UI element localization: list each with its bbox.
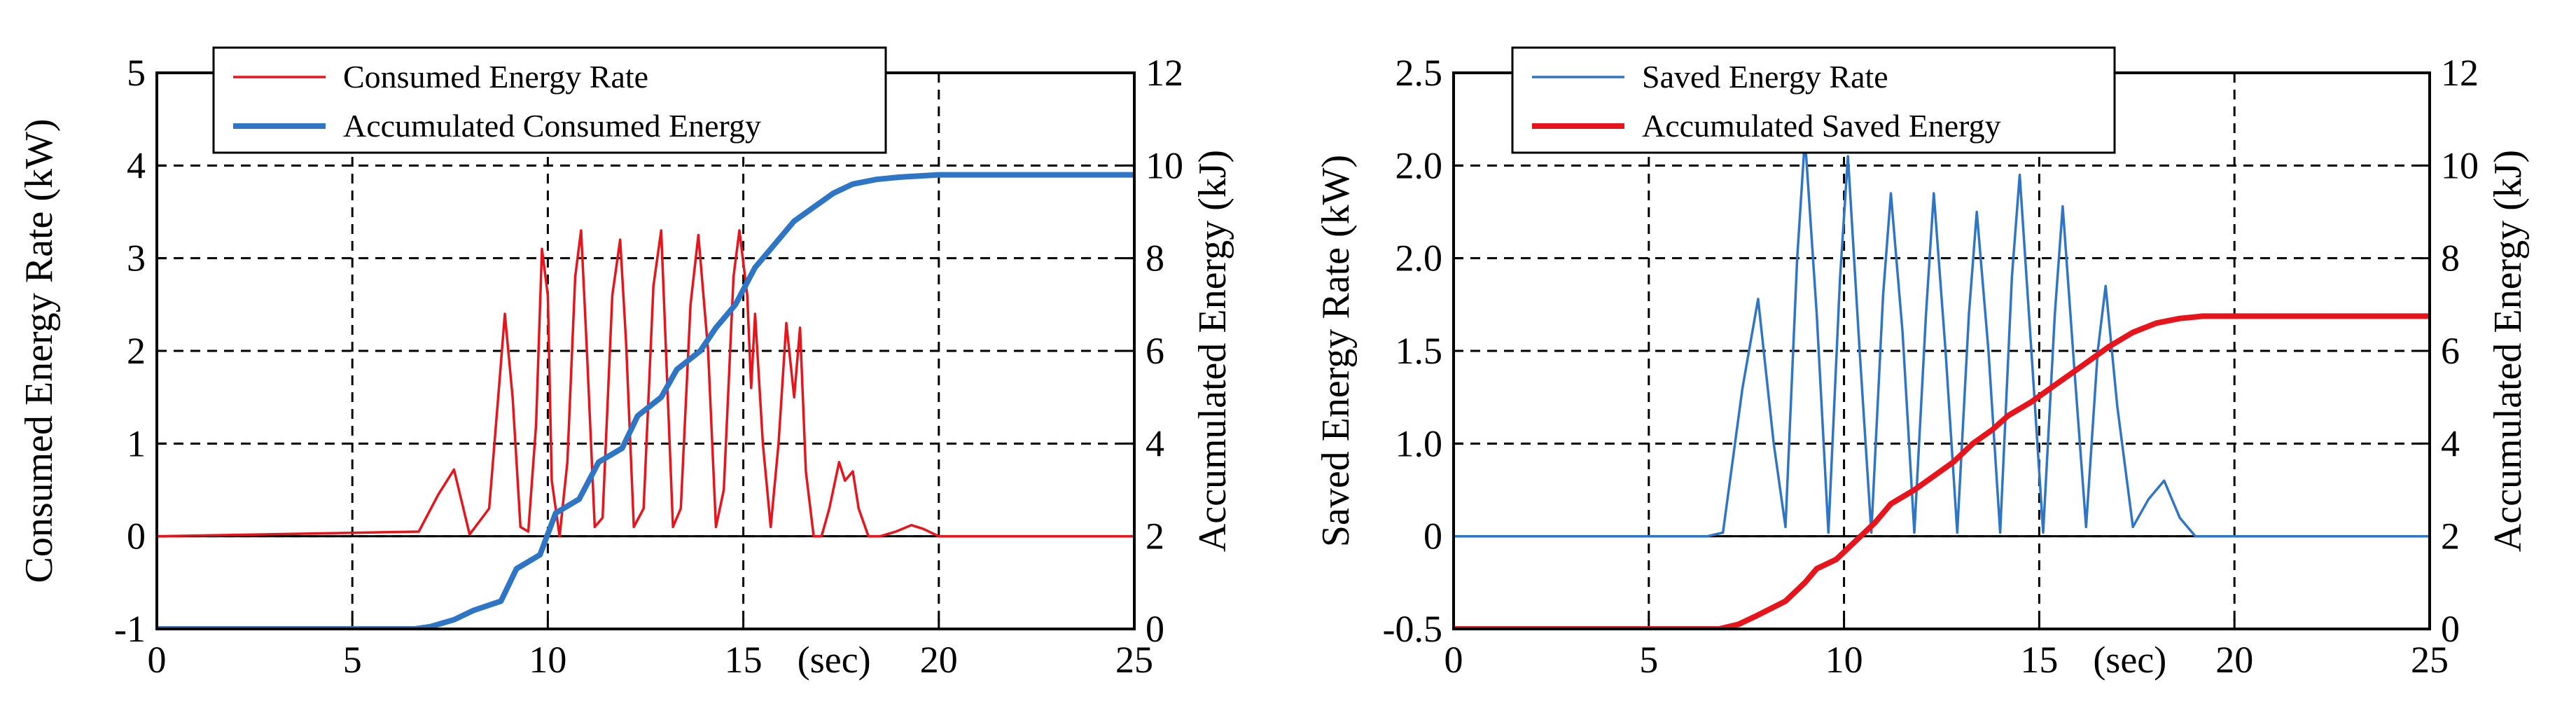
x-tick-label: 5 xyxy=(343,639,362,681)
x-unit-label: (sec) xyxy=(798,639,871,681)
x-tick-label: 10 xyxy=(529,639,566,681)
y-left-tick-label: 0 xyxy=(127,515,146,558)
y-left-tick-label: 2.0 xyxy=(1395,237,1443,279)
y-right-tick-label: 12 xyxy=(2441,52,2479,94)
y-right-tick-label: 8 xyxy=(1146,237,1164,279)
series-line-saved-energy-rate xyxy=(1454,136,2430,538)
x-tick-label: 0 xyxy=(1444,639,1463,681)
x-tick-label: 15 xyxy=(725,639,763,681)
y-right-tick-label: 6 xyxy=(2441,330,2460,372)
chart-1: 0 5 10 15 20 25(sec)-1012345024681012Consumed… xyxy=(18,46,1234,681)
legend-entry: Accumulated Saved Energy xyxy=(1642,108,2001,144)
x-tick-label: 25 xyxy=(2411,639,2449,681)
x-tick-label: 0 xyxy=(148,639,167,681)
x-tick-label: 10 xyxy=(1825,639,1863,681)
y-right-tick-label: 4 xyxy=(2441,422,2460,464)
y-right-tick-label: 4 xyxy=(1146,422,1164,464)
series-line-consumed-energy-rate xyxy=(157,229,1134,538)
legend: Consumed Energy Rate Accumulated Consumed… xyxy=(212,46,887,154)
legend-entry: Saved Energy Rate xyxy=(1642,59,1888,95)
y-left-tick-label: 2.5 xyxy=(1395,52,1443,94)
y-left-tick-label: 0 xyxy=(1423,515,1442,558)
x-tick-label: 20 xyxy=(920,639,958,681)
x-tick-label: 5 xyxy=(1639,639,1658,681)
legend-box xyxy=(1511,46,2116,154)
y-right-tick-label: 0 xyxy=(2441,608,2460,650)
y-left-tick-label: 1.5 xyxy=(1395,330,1443,372)
y-right-tick-label: 12 xyxy=(1146,52,1183,94)
series-line-accumulated-consumed-energy xyxy=(157,172,1134,629)
y-right-tick-label: 8 xyxy=(2441,237,2460,279)
y-right-tick-label: 2 xyxy=(1146,515,1164,558)
y-left-tick-label: 1 xyxy=(127,422,146,464)
y-right-tick-label: 10 xyxy=(2441,144,2479,186)
chart-2: 0 5 10 15 20 25(sec)-0.501.01.52.02.02.502468… xyxy=(1314,46,2530,681)
y-left-axis-title: Saved Energy Rate (kW) xyxy=(1314,155,1358,547)
legend: Saved Energy Rate Accumulated Saved Energ… xyxy=(1511,46,2116,154)
y-left-tick-label: 1.0 xyxy=(1395,422,1443,464)
y-right-tick-label: 0 xyxy=(1146,608,1164,650)
x-unit-label: (sec) xyxy=(2093,639,2166,681)
y-left-tick-label: -0.5 xyxy=(1383,608,1442,650)
y-left-tick-label: 2 xyxy=(127,330,146,372)
legend-entry: Accumulated Consumed Energy xyxy=(343,108,761,144)
x-tick-label: 20 xyxy=(2215,639,2253,681)
y-right-tick-label: 6 xyxy=(1146,330,1164,372)
y-right-tick-label: 2 xyxy=(2441,515,2460,558)
y-right-axis-title: Accumulated Energy (kJ) xyxy=(2486,150,2530,552)
y-left-tick-label: 5 xyxy=(127,52,146,94)
legend-entry: Consumed Energy Rate xyxy=(343,59,648,95)
y-left-axis-title: Consumed Energy Rate (kW) xyxy=(18,118,61,583)
y-left-tick-label: 2.0 xyxy=(1395,144,1443,186)
y-left-tick-label: 4 xyxy=(127,144,146,186)
x-tick-label: 15 xyxy=(2020,639,2058,681)
y-left-tick-label: -1 xyxy=(114,608,146,650)
y-right-tick-label: 10 xyxy=(1146,144,1183,186)
series-line-accumulated-saved-energy xyxy=(1454,313,2430,629)
legend-box xyxy=(212,46,887,154)
y-right-axis-title: Accumulated Energy (kJ) xyxy=(1191,150,1234,552)
x-tick-label: 25 xyxy=(1115,639,1153,681)
y-left-tick-label: 3 xyxy=(127,237,146,279)
